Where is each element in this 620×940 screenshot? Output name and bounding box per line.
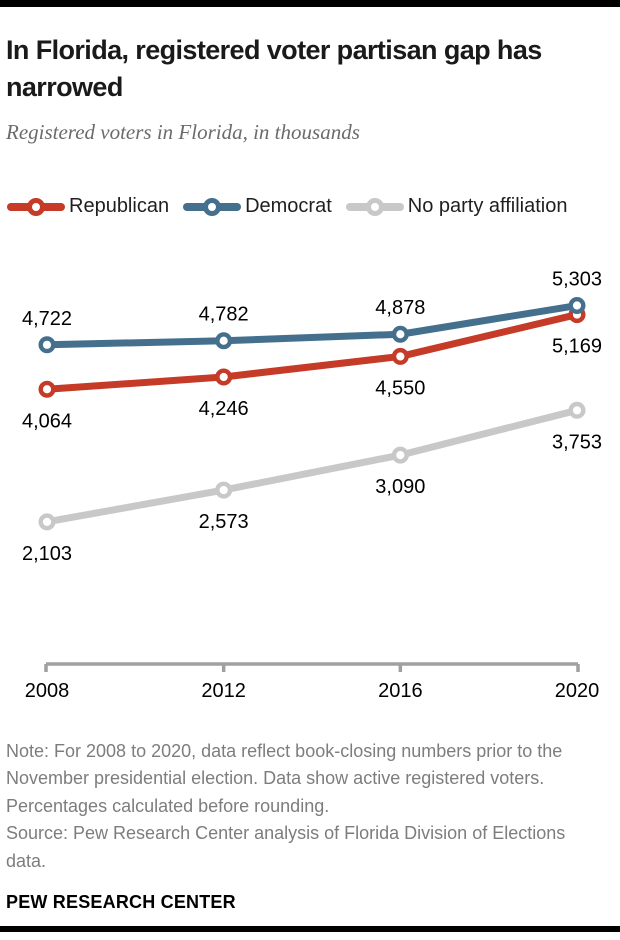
line-democrat	[43, 301, 581, 348]
x-tick-label-2008: 2008	[25, 680, 70, 702]
data-label-no-party-affiliation-2016: 3,090	[375, 476, 425, 498]
chart-legend: Republican Democrat No party affiliation	[6, 195, 614, 219]
point-republican-2008	[38, 380, 56, 398]
legend-label-republican: Republican	[69, 195, 170, 217]
data-label-republican-2008: 4,064	[22, 410, 72, 432]
legend-item-democrat: Democrat	[182, 195, 332, 219]
chart-source: Source: Pew Research Center analysis of …	[6, 823, 566, 871]
bottom-accent-bar	[0, 926, 620, 932]
data-label-republican-2016: 4,550	[375, 377, 425, 399]
legend-label-democrat: Democrat	[245, 195, 332, 217]
legend-marker-republican	[7, 197, 65, 216]
x-tick-label-2016: 2016	[378, 680, 423, 702]
top-accent-bar	[0, 0, 620, 7]
data-label-no-party-affiliation-2020: 3,753	[552, 431, 602, 453]
x-axis	[44, 661, 580, 672]
data-label-democrat-2020: 5,303	[552, 268, 602, 290]
brand-footer: PEW RESEARCH CENTER	[6, 892, 236, 912]
point-republican-2012	[215, 367, 233, 385]
legend-item-republican: Republican	[6, 195, 169, 219]
data-label-democrat-2016: 4,878	[375, 297, 425, 319]
line-chart: 2008 2012 2016 2020 2,103 2,573 3,090 3,753 4,06…	[22, 268, 602, 702]
x-tick-label-2020: 2020	[555, 680, 600, 702]
point-democrat-2012	[215, 331, 233, 349]
point-democrat-2016	[391, 325, 409, 343]
chart-note: Note: For 2008 to 2020, data reflect boo…	[6, 740, 563, 816]
data-label-no-party-affiliation-2012: 2,573	[199, 511, 249, 533]
point-no-party-affiliation-2020	[568, 401, 586, 419]
page-title: In Florida, registered voter partisan ga…	[6, 35, 542, 103]
point-republican-2016	[391, 347, 409, 365]
point-no-party-affiliation-2008	[38, 512, 56, 530]
data-label-democrat-2012: 4,782	[199, 303, 249, 325]
point-no-party-affiliation-2012	[215, 481, 233, 499]
data-label-no-party-affiliation-2008: 2,103	[22, 542, 72, 564]
data-label-republican-2020: 5,169	[552, 335, 602, 357]
data-label-republican-2012: 4,246	[199, 397, 249, 419]
chart-subtitle: Registered voters in Florida, in thousan…	[6, 119, 360, 144]
line-republican	[43, 310, 581, 393]
legend-item-no-party-affiliation: No party affiliation	[345, 195, 568, 219]
legend-label-no-party-affiliation: No party affiliation	[407, 195, 568, 217]
legend-marker-no-party-affiliation	[345, 197, 404, 216]
legend-marker-democrat	[183, 197, 242, 216]
point-no-party-affiliation-2016	[391, 446, 409, 464]
data-label-democrat-2008: 4,722	[22, 307, 72, 329]
chart-card: In Florida, registered voter partisan ga…	[0, 32, 620, 913]
x-tick-label-2012: 2012	[201, 680, 246, 702]
point-democrat-2008	[38, 335, 56, 353]
line-no-party-affiliation	[43, 406, 581, 525]
point-democrat-2020	[568, 296, 586, 314]
